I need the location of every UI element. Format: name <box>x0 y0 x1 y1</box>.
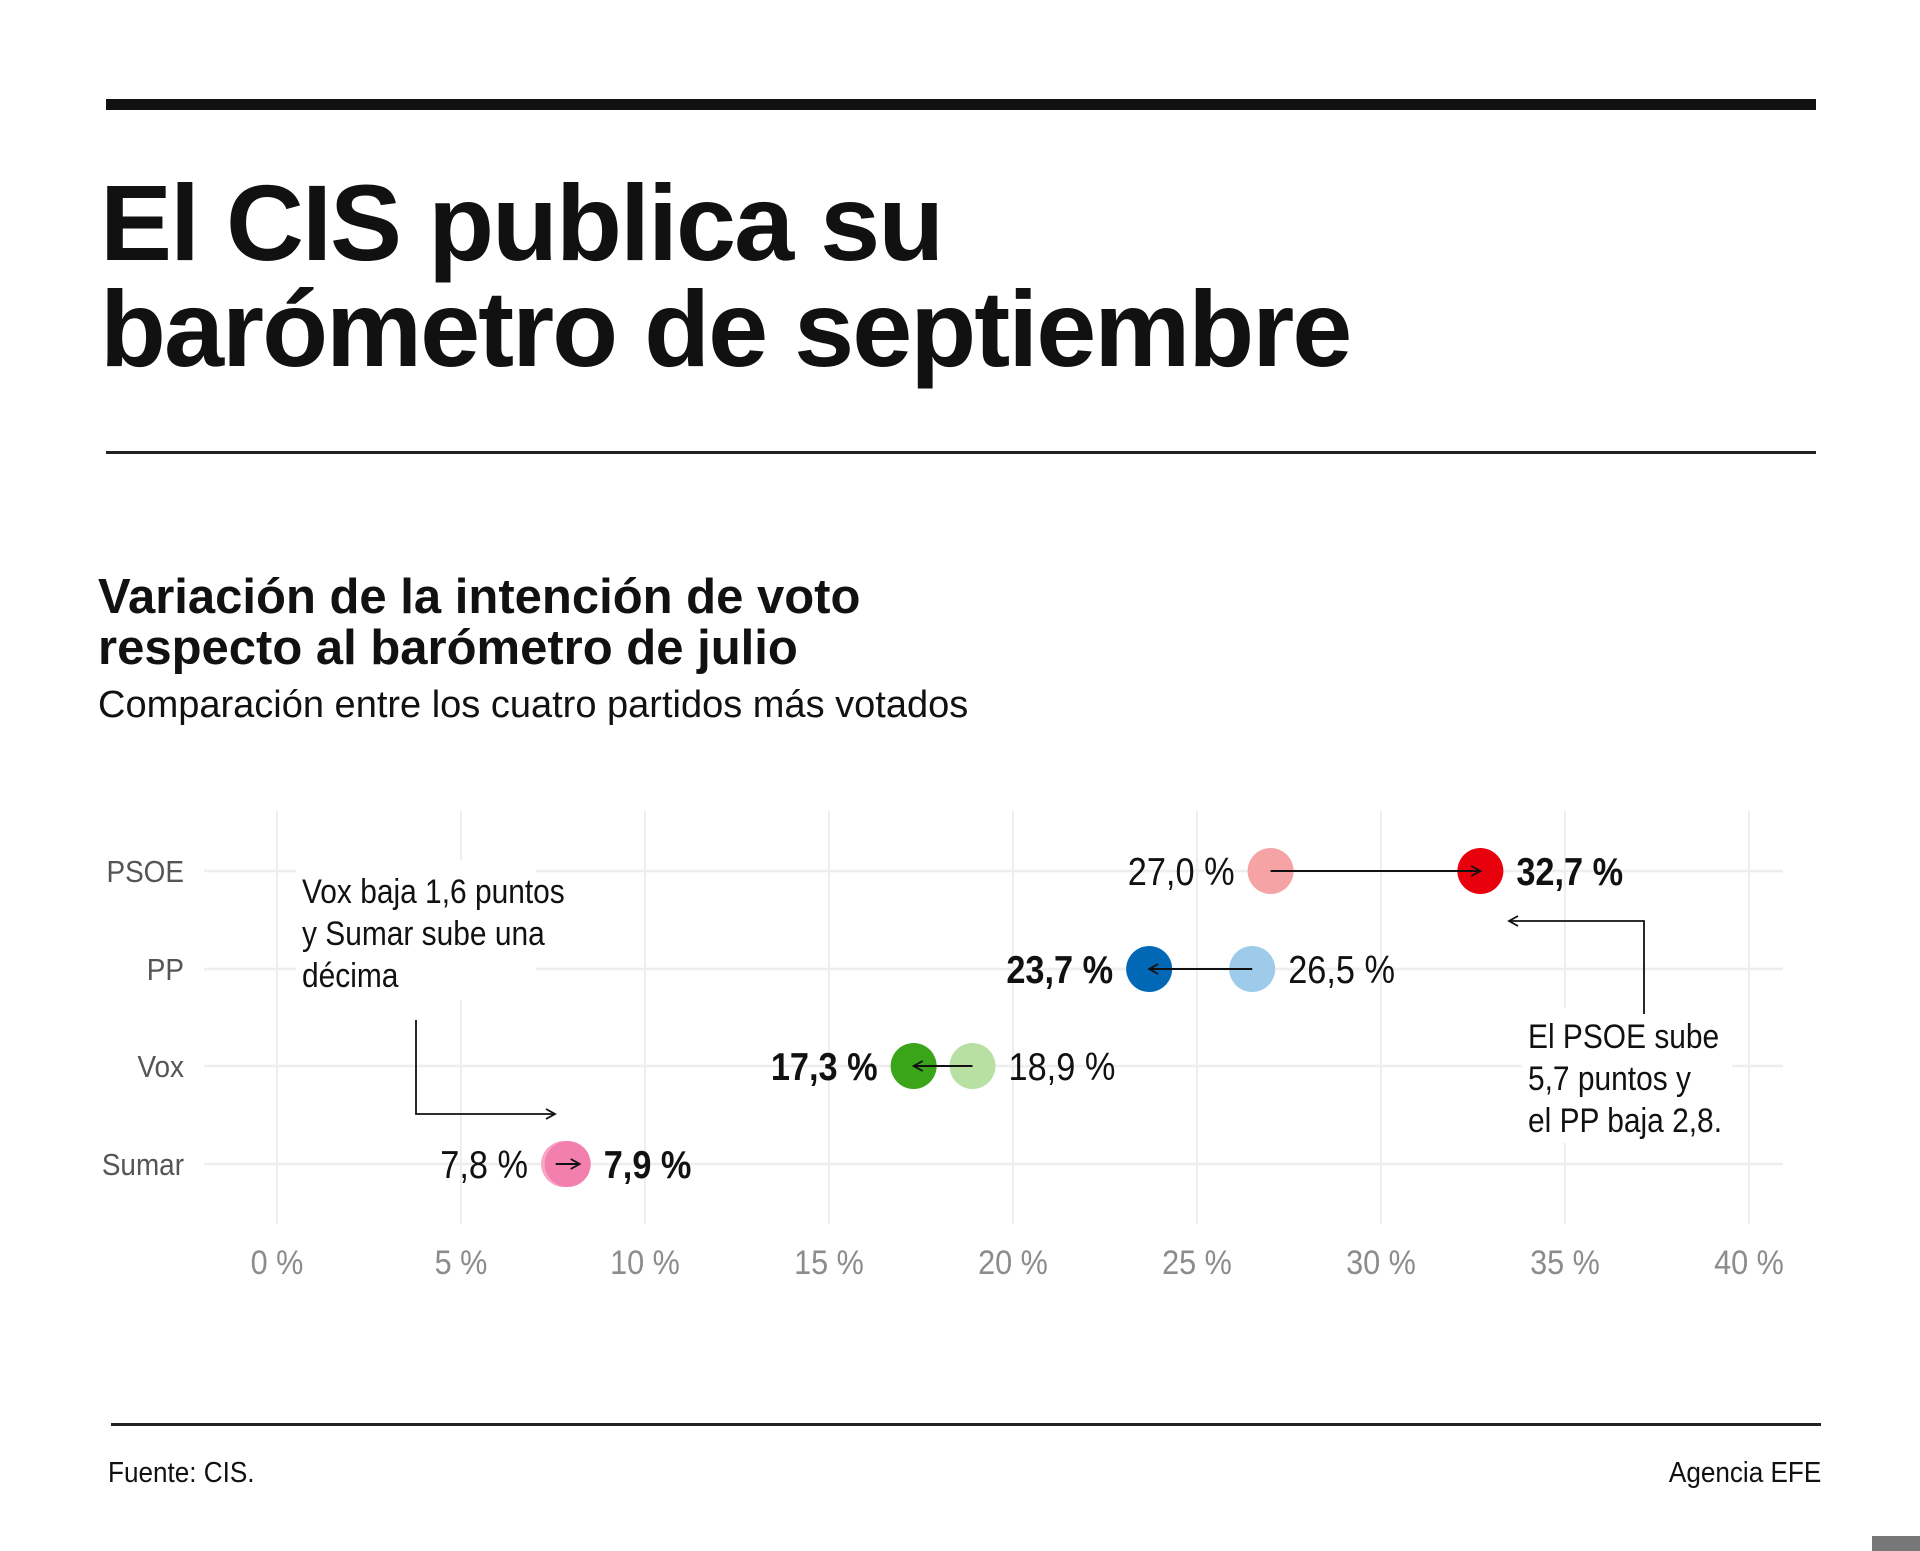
title-line-1: El CIS publica su <box>100 162 944 283</box>
x-tick-label: 10 % <box>610 1244 680 1282</box>
x-tick-label: 30 % <box>1346 1244 1416 1282</box>
annotation-vox-sumar: Vox baja 1,6 puntos <box>302 872 565 910</box>
x-tick-label: 35 % <box>1530 1244 1600 1282</box>
value-label-septiembre: 17,3 % <box>771 1045 878 1089</box>
value-label-julio: 7,8 % <box>440 1143 528 1187</box>
category-label: PSOE <box>106 855 184 890</box>
category-label: Sumar <box>102 1148 184 1183</box>
value-label-septiembre: 7,9 % <box>604 1143 692 1187</box>
chart-title-line-2: respecto al barómetro de julio <box>98 621 798 675</box>
x-tick-label: 25 % <box>1162 1244 1232 1282</box>
x-tick-label: 20 % <box>978 1244 1048 1282</box>
category-label: PP <box>147 953 184 988</box>
title-divider <box>106 451 1816 454</box>
annotation-psoe-pp: El PSOE sube <box>1528 1017 1719 1055</box>
annotation-psoe-pp: 5,7 puntos y <box>1528 1059 1691 1097</box>
value-label-julio: 26,5 % <box>1288 948 1395 992</box>
value-label-julio: 18,9 % <box>1009 1045 1116 1089</box>
x-tick-label: 40 % <box>1714 1244 1784 1282</box>
x-tick-label: 0 % <box>251 1244 304 1282</box>
corner-tab <box>1872 1536 1920 1551</box>
annotation-background <box>1522 1008 1732 1143</box>
annotation-arrow-right <box>1507 915 1645 1014</box>
x-tick-label: 15 % <box>794 1244 864 1282</box>
top-rule <box>106 99 1816 110</box>
x-tick-label: 5 % <box>435 1244 488 1282</box>
dumbbell-chart: 0 % 5 % 10 % 15 % 20 % 25 % 30 % 35 % 40 % PSOE 27… <box>102 811 1784 1282</box>
value-label-septiembre: 32,7 % <box>1516 850 1623 894</box>
page-title: El CIS publica su barómetro de septiembr… <box>100 169 1352 383</box>
annotation-vox-sumar: y Sumar sube una <box>302 914 545 952</box>
chart-title: Variación de la intención de voto respec… <box>98 572 860 674</box>
source-note: Fuente: CIS. <box>108 1457 255 1489</box>
annotation-psoe-pp: el PP baja 2,8. <box>1528 1101 1722 1139</box>
category-label: Vox <box>137 1050 184 1085</box>
value-label-julio: 27,0 % <box>1128 850 1235 894</box>
value-label-septiembre: 23,7 % <box>1006 948 1113 992</box>
chart-title-line-1: Variación de la intención de voto <box>98 570 861 624</box>
annotation-vox-sumar: décima <box>302 956 399 994</box>
title-line-2: barómetro de septiembre <box>100 268 1352 389</box>
annotation-arrow-left <box>415 1020 557 1120</box>
chart-subtitle: Comparación entre los cuatro partidos má… <box>98 684 969 726</box>
credit: Agencia EFE <box>1668 1457 1821 1489</box>
annotation-background <box>296 860 536 1000</box>
footer-divider <box>111 1423 1821 1426</box>
